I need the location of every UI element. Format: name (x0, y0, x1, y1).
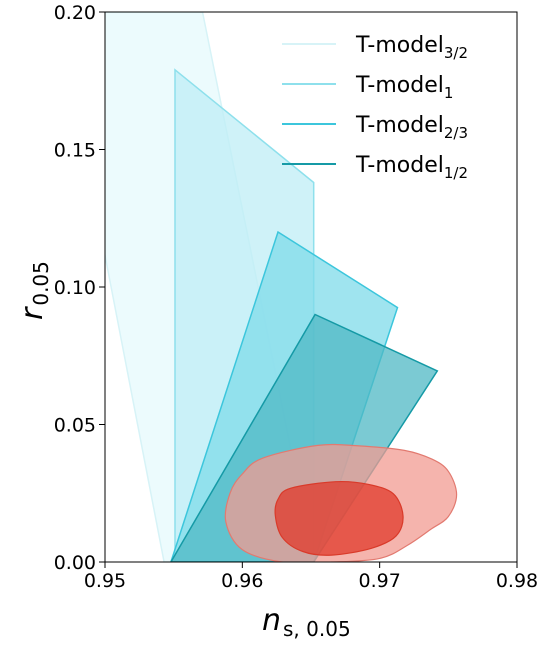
legend: T-model3/2 T-model1 T-model2/3 T-model1/2 (282, 33, 468, 182)
legend-label-2: T-model2/3 (355, 113, 468, 142)
series-layer (105, 12, 439, 562)
y-axis: 0.00 0.05 0.10 0.15 0.20 (54, 2, 105, 574)
legend-label-3: T-model1/2 (355, 153, 468, 182)
x-tick-label: 0.95 (84, 570, 126, 592)
y-tick-label: 0.10 (54, 277, 96, 299)
x-tick-label: 0.98 (496, 570, 538, 592)
y-tick-label: 0.05 (54, 415, 96, 437)
x-tick-label: 0.97 (359, 570, 401, 592)
y-tick-label: 0.00 (54, 552, 96, 574)
contour-1-sigma (274, 480, 404, 556)
legend-label-0: T-model3/2 (355, 33, 468, 62)
legend-label-1: T-model1 (355, 73, 453, 102)
y-tick-label: 0.20 (54, 2, 96, 24)
contour-layer (224, 443, 458, 562)
x-axis-label: n s, 0.05 (262, 603, 351, 641)
y-axis-label: r0.05 (15, 261, 53, 320)
y-tick-label: 0.15 (54, 140, 96, 162)
x-axis: 0.95 0.96 0.97 0.98 (84, 562, 538, 592)
x-tick-label: 0.96 (221, 570, 263, 592)
